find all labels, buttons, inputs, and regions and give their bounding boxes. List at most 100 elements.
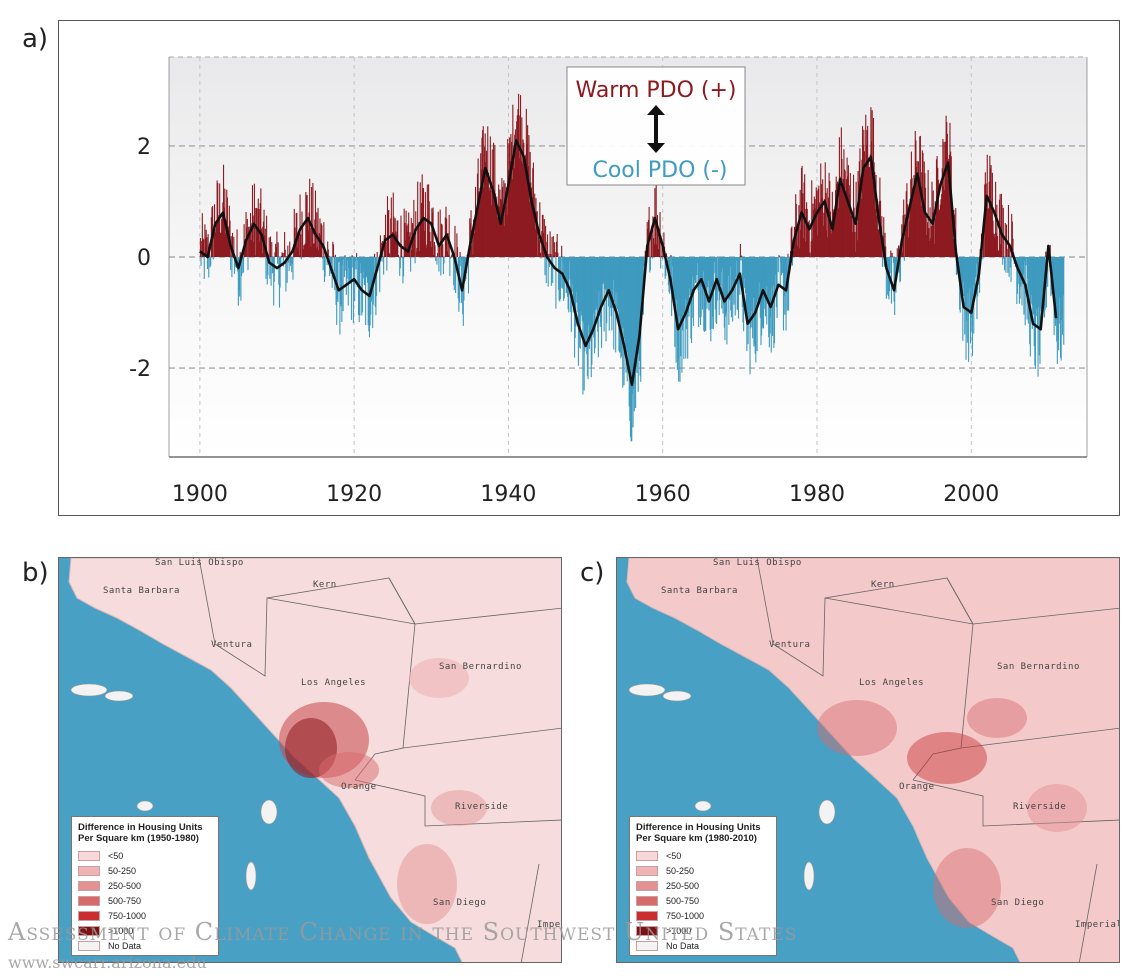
pdo-bar — [516, 115, 518, 257]
pdo-bar — [387, 210, 389, 257]
legend-rows: <50 50-250 250-500 500-750 750-1000 >1000 No D… — [78, 848, 212, 953]
pdo-bar — [808, 220, 810, 257]
pdo-bar — [342, 257, 344, 312]
pdo-bar — [1043, 257, 1045, 297]
pdo-bar — [628, 257, 630, 363]
pdo-bar — [868, 167, 870, 257]
pdo-bar — [281, 252, 283, 257]
pdo-bar — [988, 208, 990, 257]
pdo-bar — [502, 186, 504, 257]
pdo-bar — [509, 137, 511, 257]
pdo-bar — [588, 257, 590, 349]
pdo-bar — [481, 137, 483, 257]
pdo-bar — [719, 257, 722, 286]
pdo-bar — [265, 257, 267, 279]
pdo-bar — [749, 257, 751, 375]
pdo-bar — [930, 226, 932, 257]
pdo-bar — [531, 202, 533, 257]
pdo-bar — [685, 257, 687, 329]
pdo-bar — [415, 211, 417, 257]
pdo-bar — [206, 257, 209, 270]
pdo-bar — [318, 250, 320, 257]
pdo-bar — [923, 205, 925, 257]
pdo-bar — [250, 213, 252, 257]
pdo-bar — [244, 238, 246, 257]
pdo-bar — [446, 251, 448, 257]
pdo-bar — [689, 257, 691, 295]
pdo-bar — [930, 238, 932, 257]
pdo-bar — [1034, 257, 1036, 366]
pdo-bar — [500, 198, 502, 257]
pdo-bar — [282, 252, 284, 257]
pdo-bar — [327, 249, 329, 257]
pdo-bar — [876, 199, 878, 257]
pdo-bar — [266, 257, 268, 285]
pdo-bar — [1038, 257, 1040, 308]
pdo-bar — [1011, 213, 1013, 257]
pdo-bar — [539, 252, 542, 257]
pdo-bar — [1036, 257, 1038, 316]
pdo-bar — [410, 257, 412, 272]
pdo-bar — [385, 241, 387, 257]
pdo-bar — [357, 257, 359, 261]
pdo-bar — [419, 182, 421, 257]
pdo-bar — [920, 205, 922, 257]
pdo-bar — [285, 257, 287, 292]
pdo-bar — [295, 213, 297, 257]
pdo-bar — [913, 175, 915, 257]
pdo-bar — [1033, 257, 1035, 347]
pdo-bar — [392, 192, 394, 257]
pdo-bar — [931, 181, 933, 257]
pdo-bar — [361, 257, 363, 316]
pdo-bar — [293, 208, 295, 257]
pdo-bar — [921, 172, 923, 257]
pdo-bar — [656, 215, 659, 257]
pdo-bar — [238, 257, 240, 291]
pdo-bar — [964, 257, 966, 335]
pdo-bar — [597, 257, 599, 358]
pdo-bar — [315, 248, 317, 257]
pdo-bar — [791, 226, 793, 257]
pdo-bar — [703, 257, 705, 331]
pdo-bar — [522, 139, 524, 257]
x-tick-label: 1900 — [172, 482, 228, 507]
pdo-bar — [969, 257, 971, 289]
pdo-bar — [993, 233, 995, 257]
pdo-bar — [628, 257, 630, 407]
pdo-bar — [311, 187, 313, 257]
pdo-bar — [707, 257, 709, 281]
place-label-kern: Kern — [313, 580, 337, 590]
pdo-bar — [305, 195, 308, 257]
pdo-bar — [247, 257, 249, 270]
legend-item: <50 — [636, 848, 770, 863]
pdo-bar — [547, 257, 549, 287]
pdo-bar — [874, 171, 876, 257]
pdo-bar — [839, 176, 841, 257]
pdo-bar — [213, 228, 215, 257]
pdo-bar — [458, 257, 460, 312]
pdo-bar — [678, 257, 680, 382]
pdo-bar — [519, 158, 521, 257]
pdo-bar — [557, 252, 559, 257]
legend-item: >1000 — [636, 923, 770, 938]
pdo-bar — [991, 172, 993, 257]
pdo-bar — [629, 257, 632, 437]
pdo-bar — [395, 231, 397, 257]
pdo-bar — [314, 219, 316, 257]
pdo-bar — [909, 198, 911, 257]
pdo-bar — [469, 218, 471, 257]
cool-pdo-label: Cool PDO (-) — [592, 158, 727, 183]
x-tick-label: 1980 — [789, 482, 845, 507]
pdo-bar — [640, 257, 642, 300]
legend-title-line-1: Difference in Housing Units — [78, 822, 203, 833]
pdo-bar — [579, 257, 581, 349]
pdo-bar — [220, 232, 222, 257]
pdo-bar — [731, 257, 733, 281]
pdo-bar — [741, 255, 743, 257]
pdo-bar — [280, 255, 282, 257]
pdo-bar — [708, 257, 710, 311]
pdo-bar — [759, 257, 761, 304]
pdo-bar — [223, 164, 225, 257]
pdo-bar — [278, 257, 280, 285]
pdo-bar — [575, 257, 577, 327]
